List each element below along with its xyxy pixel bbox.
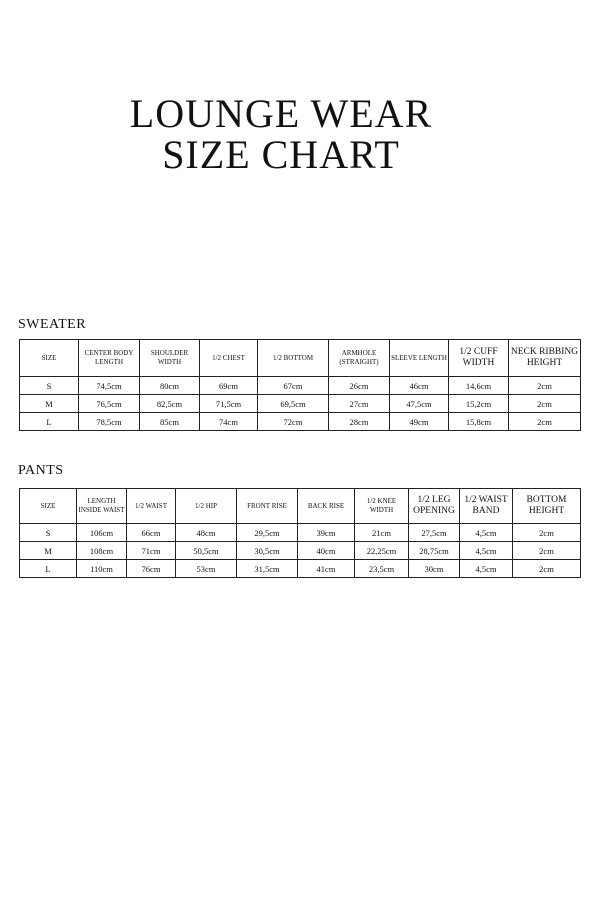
measurement-cell: 69,5cm <box>257 394 329 413</box>
column-header: SLEEVE LENGTH <box>389 339 449 377</box>
measurement-cell: 67cm <box>257 376 329 395</box>
measurement-cell: 110cm <box>76 559 127 578</box>
column-header: 1/2 HIP <box>175 488 237 524</box>
column-header: 1/2 LEG OPENING <box>408 488 460 524</box>
measurement-cell: 26cm <box>328 376 390 395</box>
measurement-cell: 2cm <box>508 376 581 395</box>
measurement-cell: 23,5cm <box>354 559 409 578</box>
measurement-cell: 106cm <box>76 523 127 542</box>
measurement-cell: 48cm <box>175 523 237 542</box>
table-row: M 76,5cm 82,5cm 71,5cm 69,5cm 27cm 47,5cm 15,2c… <box>19 394 581 413</box>
measurement-cell: 41cm <box>297 559 355 578</box>
column-header: SIZE <box>19 339 79 377</box>
table-row: S 74,5cm 80cm 69cm 67cm 26cm 46cm 14,6cm 2cm <box>19 376 581 395</box>
column-header: ARMHOLE (STRAIGHT) <box>328 339 390 377</box>
measurement-cell: 28,75cm <box>408 541 460 560</box>
measurement-cell: 53cm <box>175 559 237 578</box>
column-header: CENTER BODY LENGTH <box>78 339 140 377</box>
table-header-row: SIZE LENGTH INSIDE WAIST 1/2 WAIST 1/2 HIP F… <box>19 488 581 524</box>
measurement-cell: 74cm <box>199 412 258 431</box>
measurement-cell: 82,5cm <box>139 394 200 413</box>
measurement-cell: 76cm <box>126 559 176 578</box>
column-header: 1/2 KNEE WIDTH <box>354 488 409 524</box>
measurement-cell: 27cm <box>328 394 390 413</box>
table-header-row: SIZE CENTER BODY LENGTH SHOULDER WIDTH 1/2 … <box>19 339 581 377</box>
column-header: LENGTH INSIDE WAIST <box>76 488 127 524</box>
measurement-cell: 47,5cm <box>389 394 449 413</box>
pants-section-label: PANTS <box>18 463 64 478</box>
measurement-cell: 31,5cm <box>236 559 298 578</box>
measurement-cell: 46cm <box>389 376 449 395</box>
column-header: BACK RISE <box>297 488 355 524</box>
pants-size-table: SIZE LENGTH INSIDE WAIST 1/2 WAIST 1/2 HIP F… <box>19 488 581 578</box>
measurement-cell: 21cm <box>354 523 409 542</box>
size-cell: L <box>19 559 77 578</box>
column-header: NECK RIBBING HEIGHT <box>508 339 581 377</box>
column-header: 1/2 CUFF WIDTH <box>448 339 509 377</box>
column-header: 1/2 WAIST BAND <box>459 488 513 524</box>
size-cell: S <box>19 523 77 542</box>
measurement-cell: 50,5cm <box>175 541 237 560</box>
measurement-cell: 4,5cm <box>459 523 513 542</box>
table-row: L 78,5cm 85cm 74cm 72cm 28cm 49cm 15,8cm 2cm <box>19 412 581 431</box>
measurement-cell: 14,6cm <box>448 376 509 395</box>
measurement-cell: 27,5cm <box>408 523 460 542</box>
size-cell: M <box>19 541 77 560</box>
sweater-size-table: SIZE CENTER BODY LENGTH SHOULDER WIDTH 1/2 … <box>19 339 581 431</box>
measurement-cell: 30cm <box>408 559 460 578</box>
measurement-cell: 72cm <box>257 412 329 431</box>
measurement-cell: 4,5cm <box>459 541 513 560</box>
measurement-cell: 15,8cm <box>448 412 509 431</box>
measurement-cell: 66cm <box>126 523 176 542</box>
measurement-cell: 28cm <box>328 412 390 431</box>
column-header: SIZE <box>19 488 77 524</box>
measurement-cell: 40cm <box>297 541 355 560</box>
measurement-cell: 29,5cm <box>236 523 298 542</box>
table-row: M 108cm 71cm 50,5cm 30,5cm 40cm 22,25cm 28,75cm… <box>19 541 581 560</box>
measurement-cell: 2cm <box>512 523 581 542</box>
size-cell: M <box>19 394 79 413</box>
measurement-cell: 85cm <box>139 412 200 431</box>
measurement-cell: 15,2cm <box>448 394 509 413</box>
table-row: S 106cm 66cm 48cm 29,5cm 39cm 21cm 27,5cm 4,5cm 2… <box>19 523 581 542</box>
measurement-cell: 76,5cm <box>78 394 140 413</box>
measurement-cell: 2cm <box>508 412 581 431</box>
measurement-cell: 71cm <box>126 541 176 560</box>
measurement-cell: 71,5cm <box>199 394 258 413</box>
column-header: BOTTOM HEIGHT <box>512 488 581 524</box>
page-title-line2: SIZE CHART <box>162 132 400 177</box>
size-cell: L <box>19 412 79 431</box>
column-header: 1/2 WAIST <box>126 488 176 524</box>
sweater-section-label: SWEATER <box>18 317 87 332</box>
measurement-cell: 4,5cm <box>459 559 513 578</box>
size-cell: S <box>19 376 79 395</box>
column-header: 1/2 BOTTOM <box>257 339 329 377</box>
column-header: 1/2 CHEST <box>199 339 258 377</box>
measurement-cell: 30,5cm <box>236 541 298 560</box>
measurement-cell: 39cm <box>297 523 355 542</box>
page-title-line1: LOUNGE WEAR <box>129 91 433 136</box>
measurement-cell: 78,5cm <box>78 412 140 431</box>
measurement-cell: 108cm <box>76 541 127 560</box>
measurement-cell: 22,25cm <box>354 541 409 560</box>
measurement-cell: 2cm <box>508 394 581 413</box>
measurement-cell: 2cm <box>512 559 581 578</box>
table-row: L 110cm 76cm 53cm 31,5cm 41cm 23,5cm 30cm 4,5cm 2… <box>19 559 581 578</box>
measurement-cell: 74,5cm <box>78 376 140 395</box>
measurement-cell: 2cm <box>512 541 581 560</box>
measurement-cell: 80cm <box>139 376 200 395</box>
measurement-cell: 49cm <box>389 412 449 431</box>
measurement-cell: 69cm <box>199 376 258 395</box>
column-header: SHOULDER WIDTH <box>139 339 200 377</box>
column-header: FRONT RISE <box>236 488 298 524</box>
